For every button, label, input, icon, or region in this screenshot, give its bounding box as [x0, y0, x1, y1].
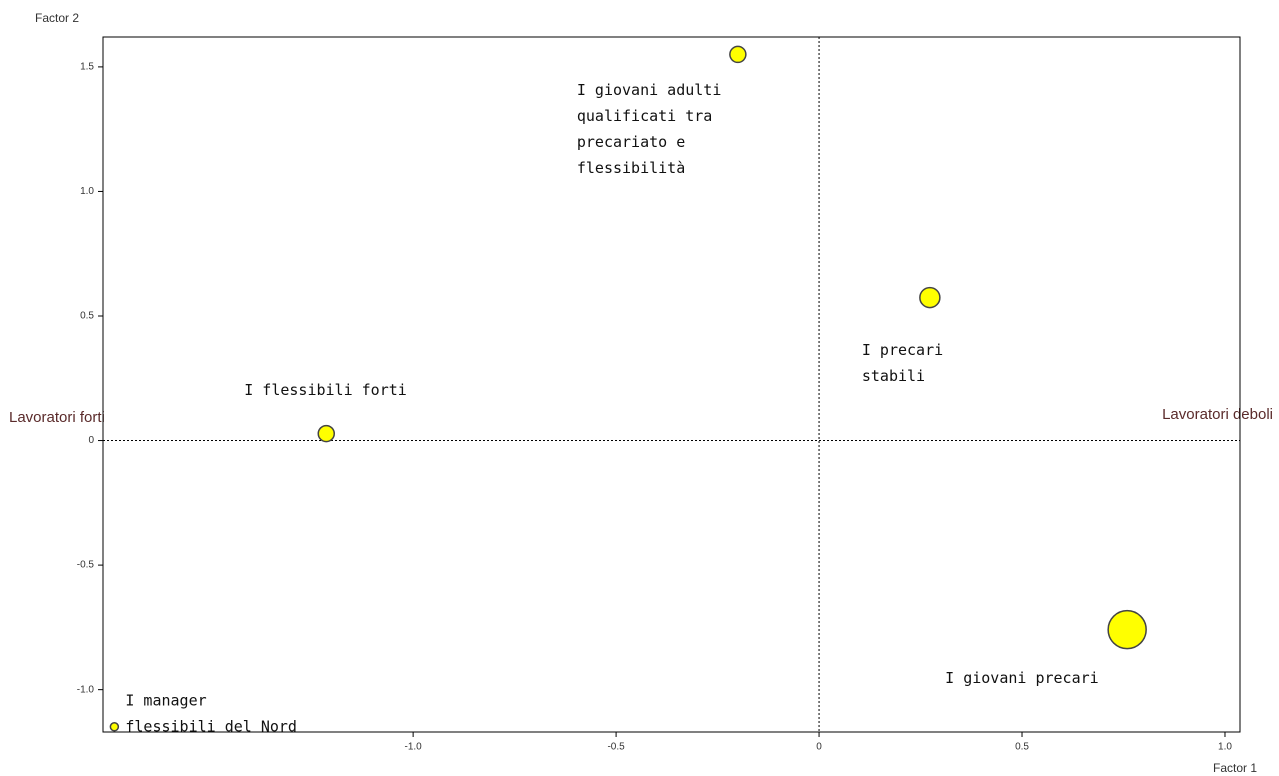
bubble [919, 286, 941, 309]
point-label: I giovani precari [945, 669, 1099, 687]
y-axis-title: Factor 2 [35, 11, 79, 25]
bubble [729, 45, 747, 64]
x-tick-label: 0.5 [1015, 742, 1029, 753]
annotation: Lavoratori forti [9, 409, 105, 426]
x-tick-label: -1.0 [405, 742, 423, 753]
point-label: I precari [862, 341, 943, 359]
bubble [317, 424, 336, 443]
y-tick-label: -1.0 [77, 684, 95, 695]
y-tick-label: 1.0 [80, 186, 94, 197]
bubble [109, 722, 120, 732]
point-label: I flessibili forti [244, 381, 407, 399]
x-tick-label: 0 [816, 742, 822, 753]
x-tick-label: 1.0 [1218, 742, 1232, 753]
y-tick-label: -0.5 [77, 560, 95, 571]
y-tick-label: 1.5 [80, 62, 94, 73]
point-label: flessibilità [577, 159, 685, 177]
point-label: I manager [125, 691, 206, 709]
x-tick-label: -0.5 [607, 742, 625, 753]
point-label: stabili [862, 367, 925, 385]
point-label: precariato e [577, 133, 685, 151]
plot-frame [102, 36, 1241, 733]
annotation: Lavoratori deboli [1162, 406, 1273, 423]
point-label: I giovani adulti [577, 81, 722, 99]
y-tick-label: 0 [88, 435, 94, 446]
point-label: flessibili del Nord [125, 717, 297, 735]
bubble [1107, 609, 1147, 650]
y-tick-label: 0.5 [80, 311, 94, 322]
point-label: qualificati tra [577, 107, 712, 125]
x-axis-title: Factor 1 [1213, 761, 1257, 775]
